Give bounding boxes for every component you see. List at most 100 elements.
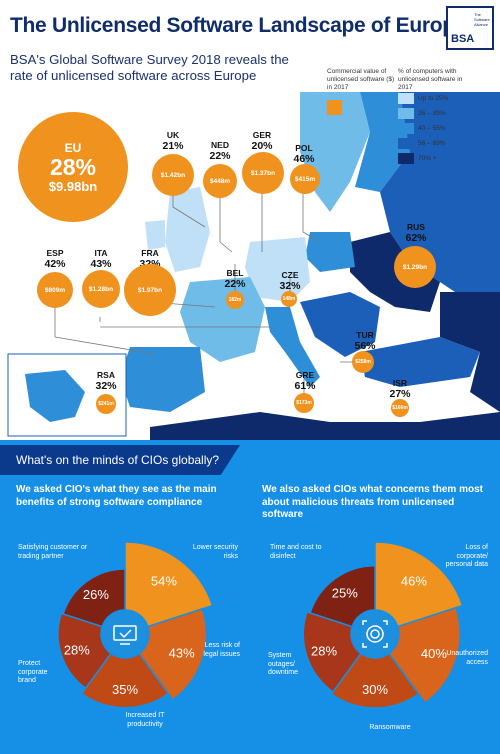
section-banner: What's on the minds of CIOs globally?: [0, 445, 240, 475]
fingerprint-icon: [362, 620, 388, 648]
italy-shape: [265, 307, 320, 387]
compliance-question: We asked CIO's what they see as the main…: [16, 484, 217, 508]
turkey-shape: [360, 337, 480, 387]
compliance-pct-5: 26%: [83, 587, 109, 602]
uk-bubble: $1.42bn: [152, 154, 194, 196]
ita-bubble: $1.28bn: [82, 270, 120, 308]
legend-swatch-3: [398, 123, 414, 134]
page-subtitle: BSA's Global Software Survey 2018 reveal…: [10, 52, 289, 83]
threats-slice-2: [388, 606, 461, 704]
map-panel: The Unlicensed Software Landscape of Eur…: [0, 0, 500, 440]
tur-label: TUR 56%: [352, 330, 378, 352]
rsa-label: RSA 32%: [93, 370, 119, 392]
tur-pct: 56%: [354, 340, 376, 352]
uk-label: UK 21%: [160, 130, 186, 152]
legend-label-1: Up to 25%: [418, 95, 449, 102]
cze-pct: 32%: [279, 280, 301, 292]
compliance-slice-1: [124, 541, 214, 628]
compliance-label-2: Less risk of legal issues: [203, 642, 240, 658]
threats-label-4: System outages/ downtime: [268, 652, 298, 676]
threats-slice-1: [374, 541, 464, 628]
compliance-radial-chart: 54% 43% 35% 28% 26%: [57, 541, 214, 709]
rus-label: RUS 62%: [402, 222, 430, 244]
ita-label: ITA 43%: [88, 248, 114, 270]
legend-value-swatch: [327, 100, 342, 115]
fra-code: FRA: [141, 248, 159, 258]
compliance-slice-2: [138, 607, 208, 701]
legend-swatch-2: [398, 108, 414, 119]
threats-label-1: Loss of corporate/ personal data: [445, 544, 488, 568]
legend-swatch-4: [398, 138, 414, 149]
ned-code: NED: [211, 140, 229, 150]
eu-value: $9.98bn: [48, 178, 98, 194]
esp-pct: 42%: [44, 258, 66, 270]
section-banner-text: What's on the minds of CIOs globally?: [16, 453, 220, 467]
isr-code: ISR: [392, 378, 408, 388]
isr-bubble: $166m: [391, 399, 409, 417]
spain-shape: [120, 347, 205, 412]
compliance-slice-3: [80, 652, 170, 709]
bel-bubble: 182m: [226, 291, 244, 309]
legend-label-3: 40 – 55%: [418, 125, 446, 132]
eu-bubble: EU 28% $9.98bn: [18, 112, 128, 222]
tur-bubble: $258m: [352, 351, 374, 373]
rsa-shape: [25, 370, 85, 422]
threats-radial-chart: 46% 40% 30% 28% 25%: [302, 541, 464, 709]
threats-center-circle: [353, 612, 397, 656]
rsa-code: RSA: [97, 370, 115, 380]
compliance-center-circle: [103, 612, 147, 656]
esp-label: ESP 42%: [42, 248, 68, 270]
bel-pct: 22%: [224, 278, 246, 290]
threats-pct-2: 40%: [421, 646, 447, 661]
compliance-label-1: Lower security risks: [192, 544, 238, 560]
legend-value-label: Commercial value of unlicensed software …: [327, 68, 395, 91]
threats-label-3: Ransomware: [369, 724, 411, 731]
ned-label: NED 22%: [207, 140, 233, 162]
gre-code: GRE: [295, 370, 315, 380]
legend-swatch-5: [398, 153, 414, 164]
threats-pct-3: 30%: [362, 682, 388, 697]
fra-bubble: $1.97bn: [124, 264, 176, 316]
gre-label: GRE 61%: [292, 370, 318, 392]
monitor-check-icon: [113, 625, 137, 645]
logo-text: BSA: [451, 33, 475, 45]
page-title: The Unlicensed Software Landscape of Eur…: [10, 14, 467, 37]
bel-label: BEL 22%: [222, 268, 248, 290]
threats-slice-4: [302, 610, 362, 694]
threats-pct-1: 46%: [401, 573, 427, 588]
rsa-pct: 32%: [95, 380, 117, 392]
uk-pct: 21%: [162, 140, 184, 152]
ger-label: GER 20%: [249, 130, 275, 152]
legend-label-2: 26 – 39%: [418, 110, 446, 117]
logo-tagline: The Software Alliance: [474, 12, 490, 27]
threats-pct-4: 28%: [311, 644, 337, 659]
compliance-pct-3: 35%: [112, 682, 138, 697]
threats-label-2: Unauthorized access: [446, 650, 488, 666]
cze-code: CZE: [281, 270, 299, 280]
compliance-label-5: Satisfying customer or trading partner: [18, 544, 88, 560]
compliance-pct-2: 43%: [169, 645, 195, 660]
pol-label: POL 46%: [291, 143, 317, 165]
ger-bubble: $1.37bn: [242, 152, 284, 194]
pol-code: POL: [295, 143, 313, 153]
compliance-label-4: Protect corporate brand: [18, 660, 48, 684]
legend-label-5: 70% +: [418, 155, 437, 162]
esp-code: ESP: [46, 248, 64, 258]
compliance-pct-1: 54%: [151, 573, 177, 588]
threats-question: We also asked CIOs what concerns them mo…: [262, 484, 483, 520]
compliance-slice-5: [62, 568, 126, 628]
gre-bubble: $173m: [294, 393, 314, 413]
north-africa-shape: [150, 412, 500, 440]
compliance-label-3: Increased IT productivity: [125, 712, 165, 728]
eu-code: EU: [64, 140, 82, 155]
uk-code: UK: [166, 130, 180, 140]
ger-code: GER: [252, 130, 272, 140]
isr-label: ISR 27%: [387, 378, 413, 400]
ireland-shape: [145, 220, 165, 250]
tur-code: TUR: [356, 330, 374, 340]
bel-code: BEL: [226, 268, 244, 278]
legend-swatch-1: [398, 93, 414, 104]
gre-pct: 61%: [294, 380, 316, 392]
legend-label-4: 56 – 69%: [418, 140, 446, 147]
isr-pct: 27%: [389, 388, 411, 400]
